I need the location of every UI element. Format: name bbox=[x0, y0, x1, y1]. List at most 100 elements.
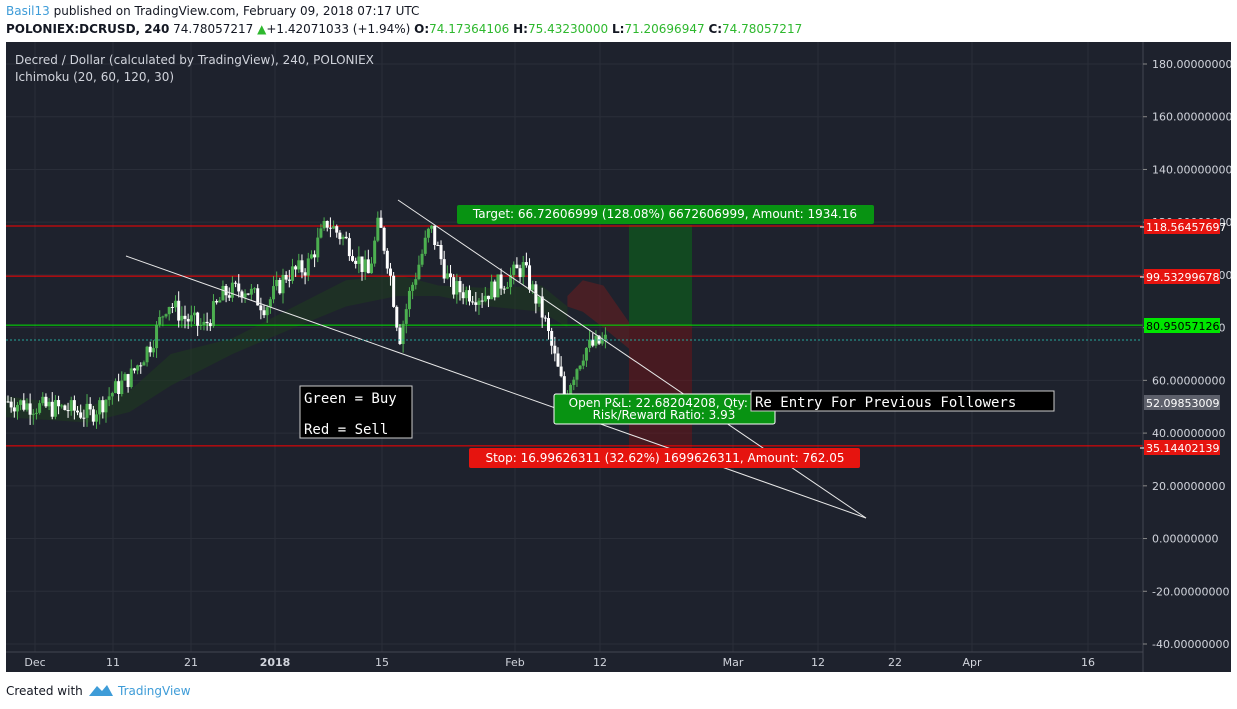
candle-body bbox=[486, 295, 490, 300]
candle-body bbox=[426, 228, 430, 238]
legend-note-box[interactable]: Green = Buy Red = Sell bbox=[299, 385, 413, 439]
pnl-label[interactable]: Open P&L: 22.68204208, Qty: 1 Risk/Rewar… bbox=[553, 393, 776, 425]
author-link[interactable]: Basil13 bbox=[6, 4, 50, 18]
target-label[interactable]: Target: 66.72606999 (128.08%) 6672606999… bbox=[457, 205, 874, 224]
candle-body bbox=[117, 381, 121, 394]
candle-body bbox=[123, 374, 127, 381]
price-label-red2: 99.53299678 bbox=[1140, 269, 1220, 284]
candle-body bbox=[183, 315, 187, 319]
candle-body bbox=[6, 401, 10, 403]
candle-body bbox=[88, 403, 92, 410]
candle-body bbox=[417, 264, 421, 280]
candle-body bbox=[313, 254, 317, 258]
svg-text:118.56457697: 118.56457697 bbox=[1146, 221, 1226, 234]
reentry-text: Re Entry For Previous Followers bbox=[755, 395, 1016, 411]
candle-body bbox=[155, 324, 159, 349]
candle-body bbox=[496, 274, 500, 298]
svg-text:99.53299678: 99.53299678 bbox=[1146, 271, 1219, 284]
candle-body bbox=[594, 335, 598, 346]
candle-body bbox=[268, 299, 272, 308]
candle-body bbox=[136, 365, 140, 371]
low-value: 71.20696947 bbox=[624, 22, 705, 36]
candle-body bbox=[351, 256, 355, 261]
rr-text: Risk/Reward Ratio: 3.93 bbox=[593, 408, 736, 422]
tradingview-logo-icon[interactable] bbox=[88, 682, 114, 698]
candle-body bbox=[126, 374, 130, 388]
candle-body bbox=[575, 369, 579, 380]
candle-body bbox=[224, 285, 228, 296]
candle-body bbox=[205, 321, 209, 324]
candle-body bbox=[107, 396, 111, 400]
candle-body bbox=[471, 301, 475, 303]
candle-body bbox=[237, 283, 241, 292]
stop-text: Stop: 16.99626311 (32.62%) 1699626311, A… bbox=[485, 451, 844, 465]
candles bbox=[6, 210, 607, 429]
symbol-label: POLONIEX:DCRUSD, 240 bbox=[6, 22, 170, 36]
low-label: L: bbox=[611, 22, 625, 36]
trendline-lower[interactable] bbox=[125, 255, 867, 519]
candle-body bbox=[464, 290, 468, 299]
candle-body bbox=[192, 312, 196, 316]
candle-body bbox=[79, 412, 83, 418]
candle-body bbox=[502, 288, 506, 290]
candle-body bbox=[325, 220, 329, 228]
cloud-red bbox=[567, 280, 630, 349]
publish-text: published on TradingView.com, February 0… bbox=[49, 4, 420, 18]
candle-body bbox=[139, 365, 143, 367]
time-axis[interactable]: Dec 11 21 2018 15 Feb 12 Mar 12 22 Apr 16 bbox=[24, 656, 1095, 669]
candle-body bbox=[401, 323, 405, 344]
y-tick-label: 40.00000000 bbox=[1152, 427, 1225, 440]
candle-body bbox=[550, 330, 554, 346]
price-change: +1.42071033 (+1.94%) bbox=[266, 22, 411, 36]
candle-body bbox=[433, 225, 437, 246]
close-value: 74.78057217 bbox=[722, 22, 803, 36]
tradingview-link[interactable]: TradingView bbox=[118, 684, 191, 698]
candle-body bbox=[161, 316, 165, 318]
candle-body bbox=[540, 296, 544, 318]
candle-body bbox=[211, 301, 215, 327]
candle-body bbox=[395, 306, 399, 328]
created-with-text: Created with bbox=[6, 684, 83, 698]
candle-body bbox=[553, 345, 557, 354]
y-tick-label: 60.00000000 bbox=[1152, 374, 1225, 387]
ichimoku-cloud bbox=[6, 274, 630, 423]
svg-text:80.95057126: 80.95057126 bbox=[1146, 320, 1219, 333]
x-tick-label: 21 bbox=[184, 656, 198, 669]
candle-body bbox=[556, 353, 560, 367]
candle-body bbox=[44, 396, 48, 407]
candle-body bbox=[562, 376, 566, 394]
price-label-current: 52.09853009 bbox=[1144, 395, 1220, 410]
stop-label[interactable]: Stop: 16.99626311 (32.62%) 1699626311, A… bbox=[469, 448, 860, 468]
candle-body bbox=[34, 412, 38, 414]
candle-body bbox=[366, 259, 370, 274]
y-tick-label: 20.00000000 bbox=[1152, 480, 1225, 493]
x-tick-label: Feb bbox=[505, 656, 524, 669]
candle-body bbox=[290, 266, 294, 281]
candle-body bbox=[404, 309, 408, 324]
candle-body bbox=[569, 384, 573, 394]
candle-body bbox=[430, 225, 434, 229]
candle-body bbox=[104, 399, 108, 413]
candle-body bbox=[218, 300, 222, 303]
candle-body bbox=[256, 288, 260, 306]
ohlc-bar: POLONIEX:DCRUSD, 240 74.78057217 ▲+1.420… bbox=[6, 22, 802, 36]
candle-body bbox=[177, 300, 181, 321]
candle-body bbox=[196, 312, 200, 326]
chart-container[interactable]: Target: 66.72606999 (128.08%) 6672606999… bbox=[6, 42, 1232, 672]
y-tick-label: -40.00000000 bbox=[1152, 638, 1229, 651]
candle-body bbox=[382, 227, 386, 251]
candle-body bbox=[253, 288, 257, 290]
candle-body bbox=[113, 381, 117, 394]
x-tick-label: 22 bbox=[888, 656, 902, 669]
candle-body bbox=[322, 220, 326, 229]
candle-body bbox=[591, 339, 595, 346]
candle-body bbox=[581, 360, 585, 366]
open-label: O: bbox=[414, 22, 430, 36]
x-tick-label: Mar bbox=[723, 656, 744, 669]
x-tick-label: 15 bbox=[375, 656, 389, 669]
indicator-label[interactable]: Ichimoku (20, 60, 120, 30) bbox=[15, 70, 174, 84]
reentry-note[interactable]: Re Entry For Previous Followers bbox=[750, 390, 1055, 412]
price-chart[interactable]: Target: 66.72606999 (128.08%) 6672606999… bbox=[6, 42, 1232, 672]
candle-body bbox=[265, 307, 269, 316]
candle-body bbox=[376, 217, 380, 241]
